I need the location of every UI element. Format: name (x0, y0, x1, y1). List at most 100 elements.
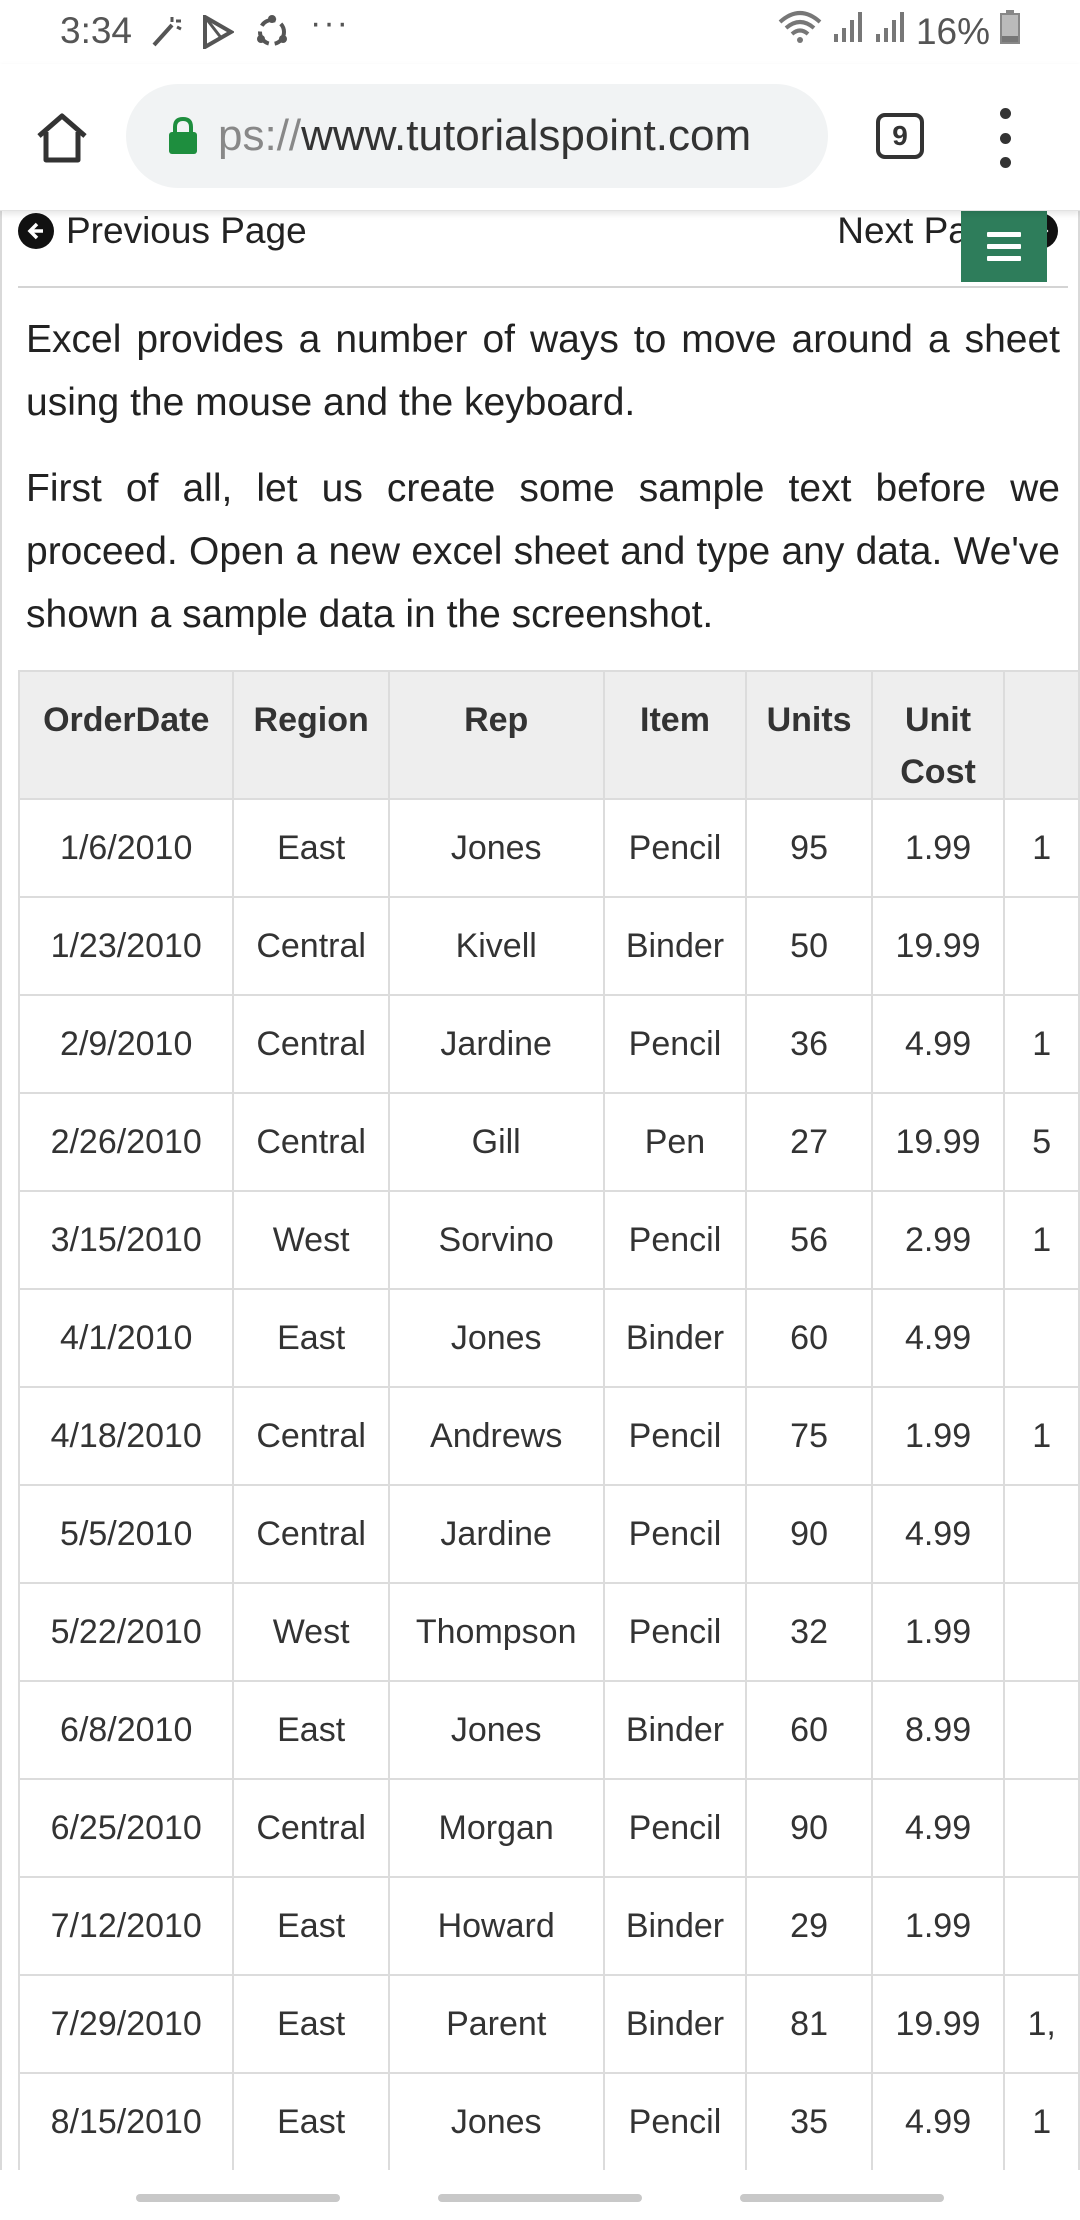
table-cell: Central (233, 1093, 388, 1191)
table-cell: East (233, 799, 388, 897)
signal-icon (874, 10, 906, 53)
table-cell: 1.99 (872, 799, 1005, 897)
home-button[interactable] (30, 106, 94, 170)
table-cell: 2/26/2010 (19, 1093, 233, 1191)
table-cell: Pencil (604, 1485, 747, 1583)
table-cell: Central (233, 995, 388, 1093)
menu-dot (1000, 108, 1011, 119)
signal-icon (832, 10, 864, 53)
table-cell: Binder (604, 1289, 747, 1387)
table-cell: East (233, 1681, 388, 1779)
menu-dot (1000, 133, 1011, 144)
table-cell: 1 (1004, 799, 1079, 897)
table-cell: 1.99 (872, 1877, 1005, 1975)
table-cell: Jones (389, 1289, 604, 1387)
table-cell: 75 (746, 1387, 871, 1485)
table-cell: Central (233, 897, 388, 995)
table-cell: 27 (746, 1093, 871, 1191)
column-header: Units (746, 671, 871, 799)
play-store-icon (202, 15, 234, 49)
table-cell: Andrews (389, 1387, 604, 1485)
table-cell: 6/25/2010 (19, 1779, 233, 1877)
status-bar: 3:34 ··· 16% (0, 0, 1080, 64)
table-cell: East (233, 2073, 388, 2170)
table-cell: 50 (746, 897, 871, 995)
table-cell: 1, (1004, 1975, 1079, 2073)
table-cell: 5 (1004, 1093, 1079, 1191)
table-cell: Jardine (389, 995, 604, 1093)
table-row: 8/15/2010 East Jones Pencil 35 4.99 1 (19, 2073, 1079, 2170)
table-cell: 5/22/2010 (19, 1583, 233, 1681)
table-row: 5/22/2010 West Thompson Pencil 32 1.99 (19, 1583, 1079, 1681)
table-cell: Jones (389, 1681, 604, 1779)
arrow-left-circle-icon (18, 213, 54, 249)
table-cell: Parent (389, 1975, 604, 2073)
status-notification-icons: ··· (148, 12, 350, 51)
table-cell: Binder (604, 1975, 747, 2073)
table-cell: 1 (1004, 1191, 1079, 1289)
table-cell: 7/29/2010 (19, 1975, 233, 2073)
table-cell: 90 (746, 1485, 871, 1583)
browser-menu-button[interactable] (990, 108, 1020, 168)
table-cell (1004, 1485, 1079, 1583)
table-cell: Pencil (604, 2073, 747, 2170)
table-cell: West (233, 1583, 388, 1681)
table-row: 7/29/2010 East Parent Binder 81 19.99 1, (19, 1975, 1079, 2073)
table-cell: 4.99 (872, 995, 1005, 1093)
sample-data-table-container[interactable]: OrderDate Region Rep Item Units Unit Cost 1/6… (18, 670, 1080, 2170)
instructions-paragraph: First of all, let us create some sample … (26, 457, 1060, 646)
gesture-handle[interactable] (740, 2194, 944, 2202)
address-bar[interactable]: ps://www.tutorialspoint.com (126, 84, 828, 188)
table-cell: 1 (1004, 1387, 1079, 1485)
table-cell: 19.99 (872, 897, 1005, 995)
previous-page-link[interactable]: Previous Page (18, 210, 307, 252)
status-system-icons: 16% (778, 10, 1020, 53)
table-row: 6/25/2010 Central Morgan Pencil 90 4.99 (19, 1779, 1079, 1877)
table-cell: 81 (746, 1975, 871, 2073)
table-cell: 2.99 (872, 1191, 1005, 1289)
table-cell: Pencil (604, 1191, 747, 1289)
table-cell: 2/9/2010 (19, 995, 233, 1093)
table-cell (1004, 1877, 1079, 1975)
page-content: Previous Page Next Page Excel provides a… (0, 210, 1080, 2170)
status-time: 3:34 (60, 10, 132, 52)
table-cell: Binder (604, 897, 747, 995)
column-header: Rep (389, 671, 604, 799)
table-cell: Jones (389, 799, 604, 897)
status-overflow-dots: ··· (310, 4, 350, 43)
table-cell: Pen (604, 1093, 747, 1191)
gesture-handle[interactable] (438, 2194, 642, 2202)
table-cell: 29 (746, 1877, 871, 1975)
wand-icon (148, 15, 182, 49)
site-menu-button[interactable] (961, 210, 1047, 282)
table-cell: 36 (746, 995, 871, 1093)
browser-toolbar: ps://www.tutorialspoint.com 9 (0, 64, 1080, 211)
table-row: 7/12/2010 East Howard Binder 29 1.99 (19, 1877, 1079, 1975)
column-header (1004, 671, 1079, 799)
table-cell: East (233, 1289, 388, 1387)
intro-paragraph: Excel provides a number of ways to move … (26, 308, 1060, 434)
battery-percent: 16% (916, 11, 990, 53)
table-cell: Pencil (604, 1387, 747, 1485)
table-cell: 60 (746, 1289, 871, 1387)
previous-page-label: Previous Page (66, 210, 307, 252)
hamburger-line (987, 244, 1021, 249)
table-row: 6/8/2010 East Jones Binder 60 8.99 (19, 1681, 1079, 1779)
wifi-icon (778, 10, 822, 53)
table-cell (1004, 1583, 1079, 1681)
table-cell: 8.99 (872, 1681, 1005, 1779)
tab-switcher-button[interactable]: 9 (876, 113, 924, 159)
table-cell: Pencil (604, 1779, 747, 1877)
table-cell: Central (233, 1485, 388, 1583)
table-cell: 7/12/2010 (19, 1877, 233, 1975)
table-cell: 5/5/2010 (19, 1485, 233, 1583)
column-header: Unit Cost (872, 671, 1005, 799)
table-row: 1/23/2010 Central Kivell Binder 50 19.99 (19, 897, 1079, 995)
table-cell: 4/18/2010 (19, 1387, 233, 1485)
table-cell: Central (233, 1387, 388, 1485)
table-cell: Gill (389, 1093, 604, 1191)
table-cell: 1.99 (872, 1583, 1005, 1681)
column-header: OrderDate (19, 671, 233, 799)
table-cell: Binder (604, 1681, 747, 1779)
gesture-handle[interactable] (136, 2194, 340, 2202)
